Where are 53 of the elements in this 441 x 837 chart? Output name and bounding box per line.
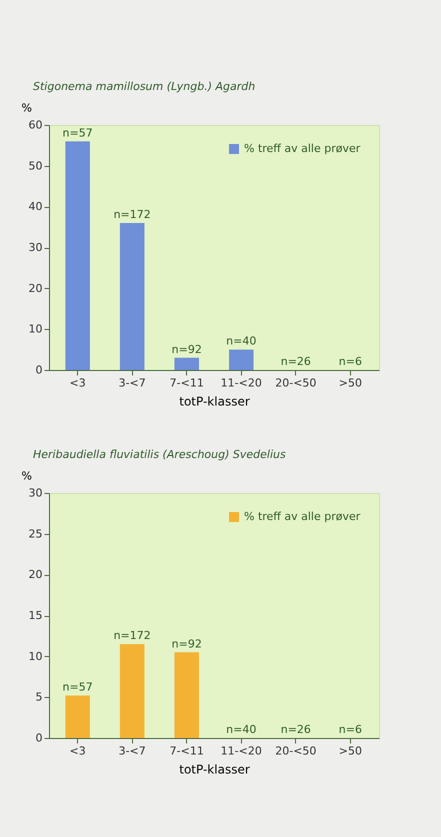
x-tick-label: 7-<11	[170, 744, 204, 758]
y-axis-title: %	[22, 470, 32, 482]
bar	[65, 141, 90, 370]
y-tick-label: 10	[28, 322, 42, 336]
annotation: n=57	[62, 680, 93, 694]
x-tick-label: <3	[70, 376, 86, 390]
annotation: n=40	[226, 723, 256, 736]
annotation: n=6	[338, 355, 362, 368]
annotation: n=57	[62, 126, 93, 140]
x-axis-title: totP-klasser	[179, 762, 250, 776]
annotation: n=40	[226, 334, 256, 348]
annotation: n=26	[280, 723, 311, 736]
x-tick-label: 3-<7	[118, 744, 146, 758]
bar	[120, 644, 144, 738]
y-tick-label: 15	[28, 609, 42, 622]
y-tick-label: 20	[28, 282, 42, 295]
y-tick-label: 0	[36, 732, 42, 744]
y-tick-label: 5	[36, 690, 42, 704]
annotation: n=6	[338, 723, 362, 736]
x-axis-title: totP-klasser	[179, 394, 250, 408]
x-tick-label: 20-<50	[275, 376, 316, 390]
annotation: n=172	[114, 208, 151, 221]
y-axis-title: %	[22, 102, 32, 114]
bar	[120, 223, 144, 370]
x-tick-label: >50	[338, 376, 362, 390]
x-tick-label: 7-<11	[170, 376, 204, 390]
y-tick-label: 60	[28, 118, 42, 132]
y-tick-label: 40	[28, 200, 42, 214]
annotation: n=92	[172, 342, 202, 356]
x-tick-label: 3-<7	[118, 376, 146, 390]
x-tick-label: >50	[338, 744, 362, 758]
y-tick-label: 30	[28, 486, 42, 500]
bar	[65, 696, 90, 738]
annotation: n=92	[172, 637, 202, 650]
y-tick-label: 50	[28, 159, 42, 172]
x-tick-label: <3	[70, 744, 86, 758]
chart-title: Heribaudiella fluviatilis (Areschoug) Svedelius	[33, 448, 286, 461]
x-tick-label: 11-<20	[220, 376, 262, 390]
x-tick-label: 20-<50	[275, 744, 316, 758]
y-tick-label: 25	[28, 527, 42, 540]
y-tick-label: 10	[28, 650, 42, 663]
y-tick-label: 0	[36, 364, 42, 376]
legend-label: % treff av alle prøver	[244, 142, 361, 155]
legend-label: % treff av alle prøver	[244, 510, 361, 523]
y-tick-label: 20	[28, 568, 42, 582]
bar	[229, 350, 254, 370]
annotation: n=26	[280, 355, 311, 368]
y-tick-label: 30	[28, 241, 42, 254]
chart-title: Stigonema mamillosum (Lyngb.) Agardh	[33, 80, 256, 93]
bar	[174, 358, 199, 370]
annotation: n=172	[114, 629, 151, 642]
bar	[174, 652, 199, 738]
x-tick-label: 11-<20	[220, 744, 262, 758]
